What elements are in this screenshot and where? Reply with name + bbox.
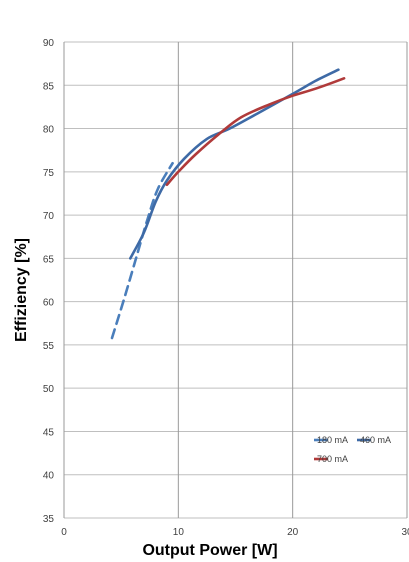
x-tick-label: 10 xyxy=(173,527,185,538)
x-axis-label: Output Power [W] xyxy=(142,542,277,559)
y-tick-label: 70 xyxy=(43,211,55,222)
x-tick-label: 20 xyxy=(287,527,299,538)
series-line-0 xyxy=(110,161,174,340)
x-tick-label: 30 xyxy=(401,527,409,538)
tick-labels: 35 40 45 50 55 60 65 70 75 80 85 90 0 10 20 30 xyxy=(43,38,409,538)
y-axis-label: Effiziency [%] xyxy=(13,238,30,342)
y-tick-label: 55 xyxy=(43,341,55,352)
legend: 180 mA 460 mA 700 mA xyxy=(314,435,391,464)
y-tick-label: 65 xyxy=(43,254,55,265)
legend-label: 460 mA xyxy=(360,435,391,445)
y-tick-label: 85 xyxy=(43,81,55,92)
y-tick-label: 60 xyxy=(43,298,55,309)
series-line-2 xyxy=(165,77,346,187)
y-tick-label: 80 xyxy=(43,125,55,136)
y-tick-label: 40 xyxy=(43,471,55,482)
y-tick-label: 90 xyxy=(43,38,55,49)
series-lines xyxy=(110,68,346,340)
y-tick-label: 35 xyxy=(43,514,55,525)
x-tick-label: 0 xyxy=(61,527,67,538)
y-tick-label: 75 xyxy=(43,168,55,179)
legend-label: 180 mA xyxy=(317,435,348,445)
grid xyxy=(63,41,408,519)
y-tick-label: 45 xyxy=(43,427,55,438)
legend-label: 700 mA xyxy=(317,454,348,464)
y-tick-label: 50 xyxy=(43,384,55,395)
series-line-1 xyxy=(129,68,340,260)
